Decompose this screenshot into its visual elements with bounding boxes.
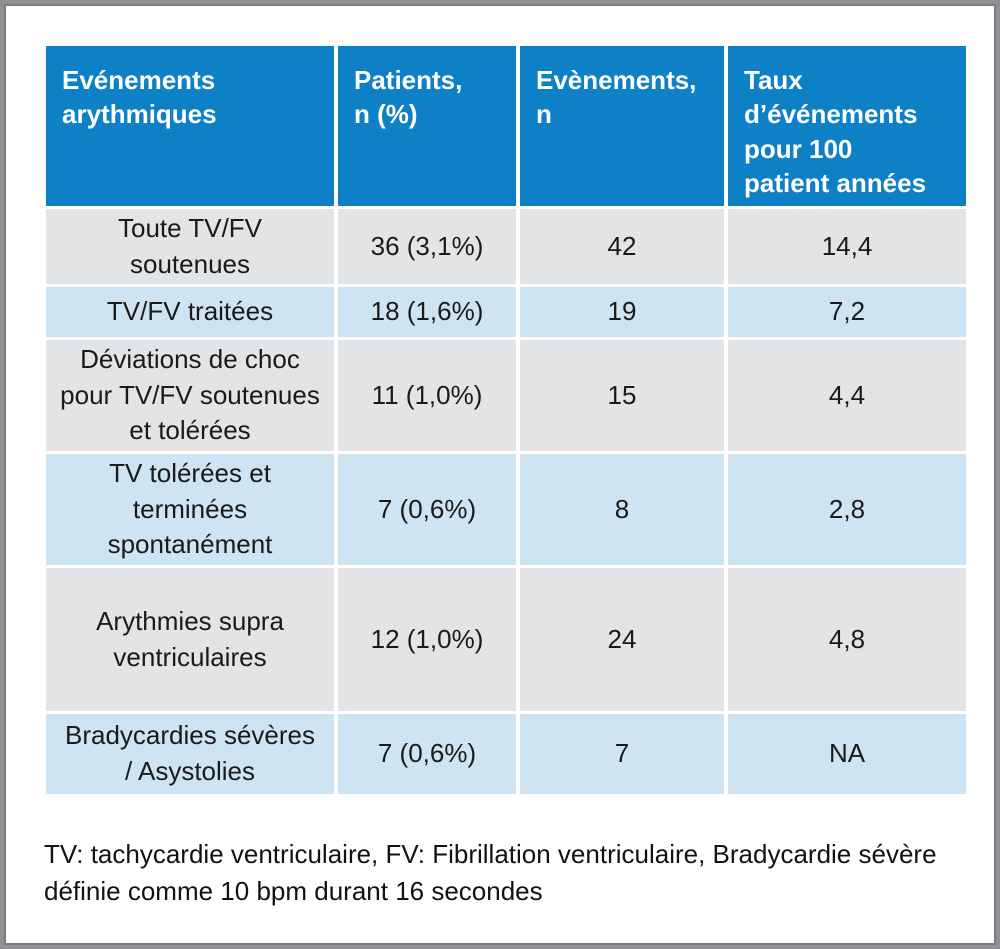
table-cell-r5-events: 24	[520, 568, 724, 711]
table-cell-r1-events: 42	[520, 209, 724, 284]
table-cell-r2-event: TV/FV traitées	[46, 287, 334, 337]
table-cell-r5-event: Arythmies supra ventriculaires	[46, 568, 334, 711]
table-cell-r6-event: Bradycardies sévères / Asystolies	[46, 714, 334, 794]
table-cell-r3-patients: 11 (1,0%)	[338, 340, 516, 451]
table-cell-r2-patients: 18 (1,6%)	[338, 287, 516, 337]
data-table: Evénements arythmiques Patients, n (%) E…	[46, 46, 966, 794]
header-cell-taux: Taux d’événements pour 100 patient année…	[728, 46, 966, 206]
table-cell-r4-events: 8	[520, 454, 724, 565]
header-cell-evenements-arythmiques: Evénements arythmiques	[46, 46, 334, 206]
table-cell-r6-events: 7	[520, 714, 724, 794]
table-cell-r2-events: 19	[520, 287, 724, 337]
table-cell-r2-rate: 7,2	[728, 287, 966, 337]
table-cell-r4-patients: 7 (0,6%)	[338, 454, 516, 565]
table-cell-r6-patients: 7 (0,6%)	[338, 714, 516, 794]
table-cell-r1-patients: 36 (3,1%)	[338, 209, 516, 284]
table-cell-r5-rate: 4,8	[728, 568, 966, 711]
table-cell-r6-rate: NA	[728, 714, 966, 794]
table-cell-r1-rate: 14,4	[728, 209, 966, 284]
table-cell-r4-rate: 2,8	[728, 454, 966, 565]
table-cell-r5-patients: 12 (1,0%)	[338, 568, 516, 711]
table-cell-r4-event: TV tolérées et terminées spontanément	[46, 454, 334, 565]
table-cell-r1-event: Toute TV/FV soutenues	[46, 209, 334, 284]
table-cell-r3-rate: 4,4	[728, 340, 966, 451]
table-cell-r3-event: Déviations de choc pour TV/FV soutenues …	[46, 340, 334, 451]
header-cell-patients: Patients, n (%)	[338, 46, 516, 206]
header-cell-evenements-n: Evènements, n	[520, 46, 724, 206]
footnote: TV: tachycardie ventriculaire, FV: Fibri…	[44, 839, 937, 906]
table-cell-r3-events: 15	[520, 340, 724, 451]
